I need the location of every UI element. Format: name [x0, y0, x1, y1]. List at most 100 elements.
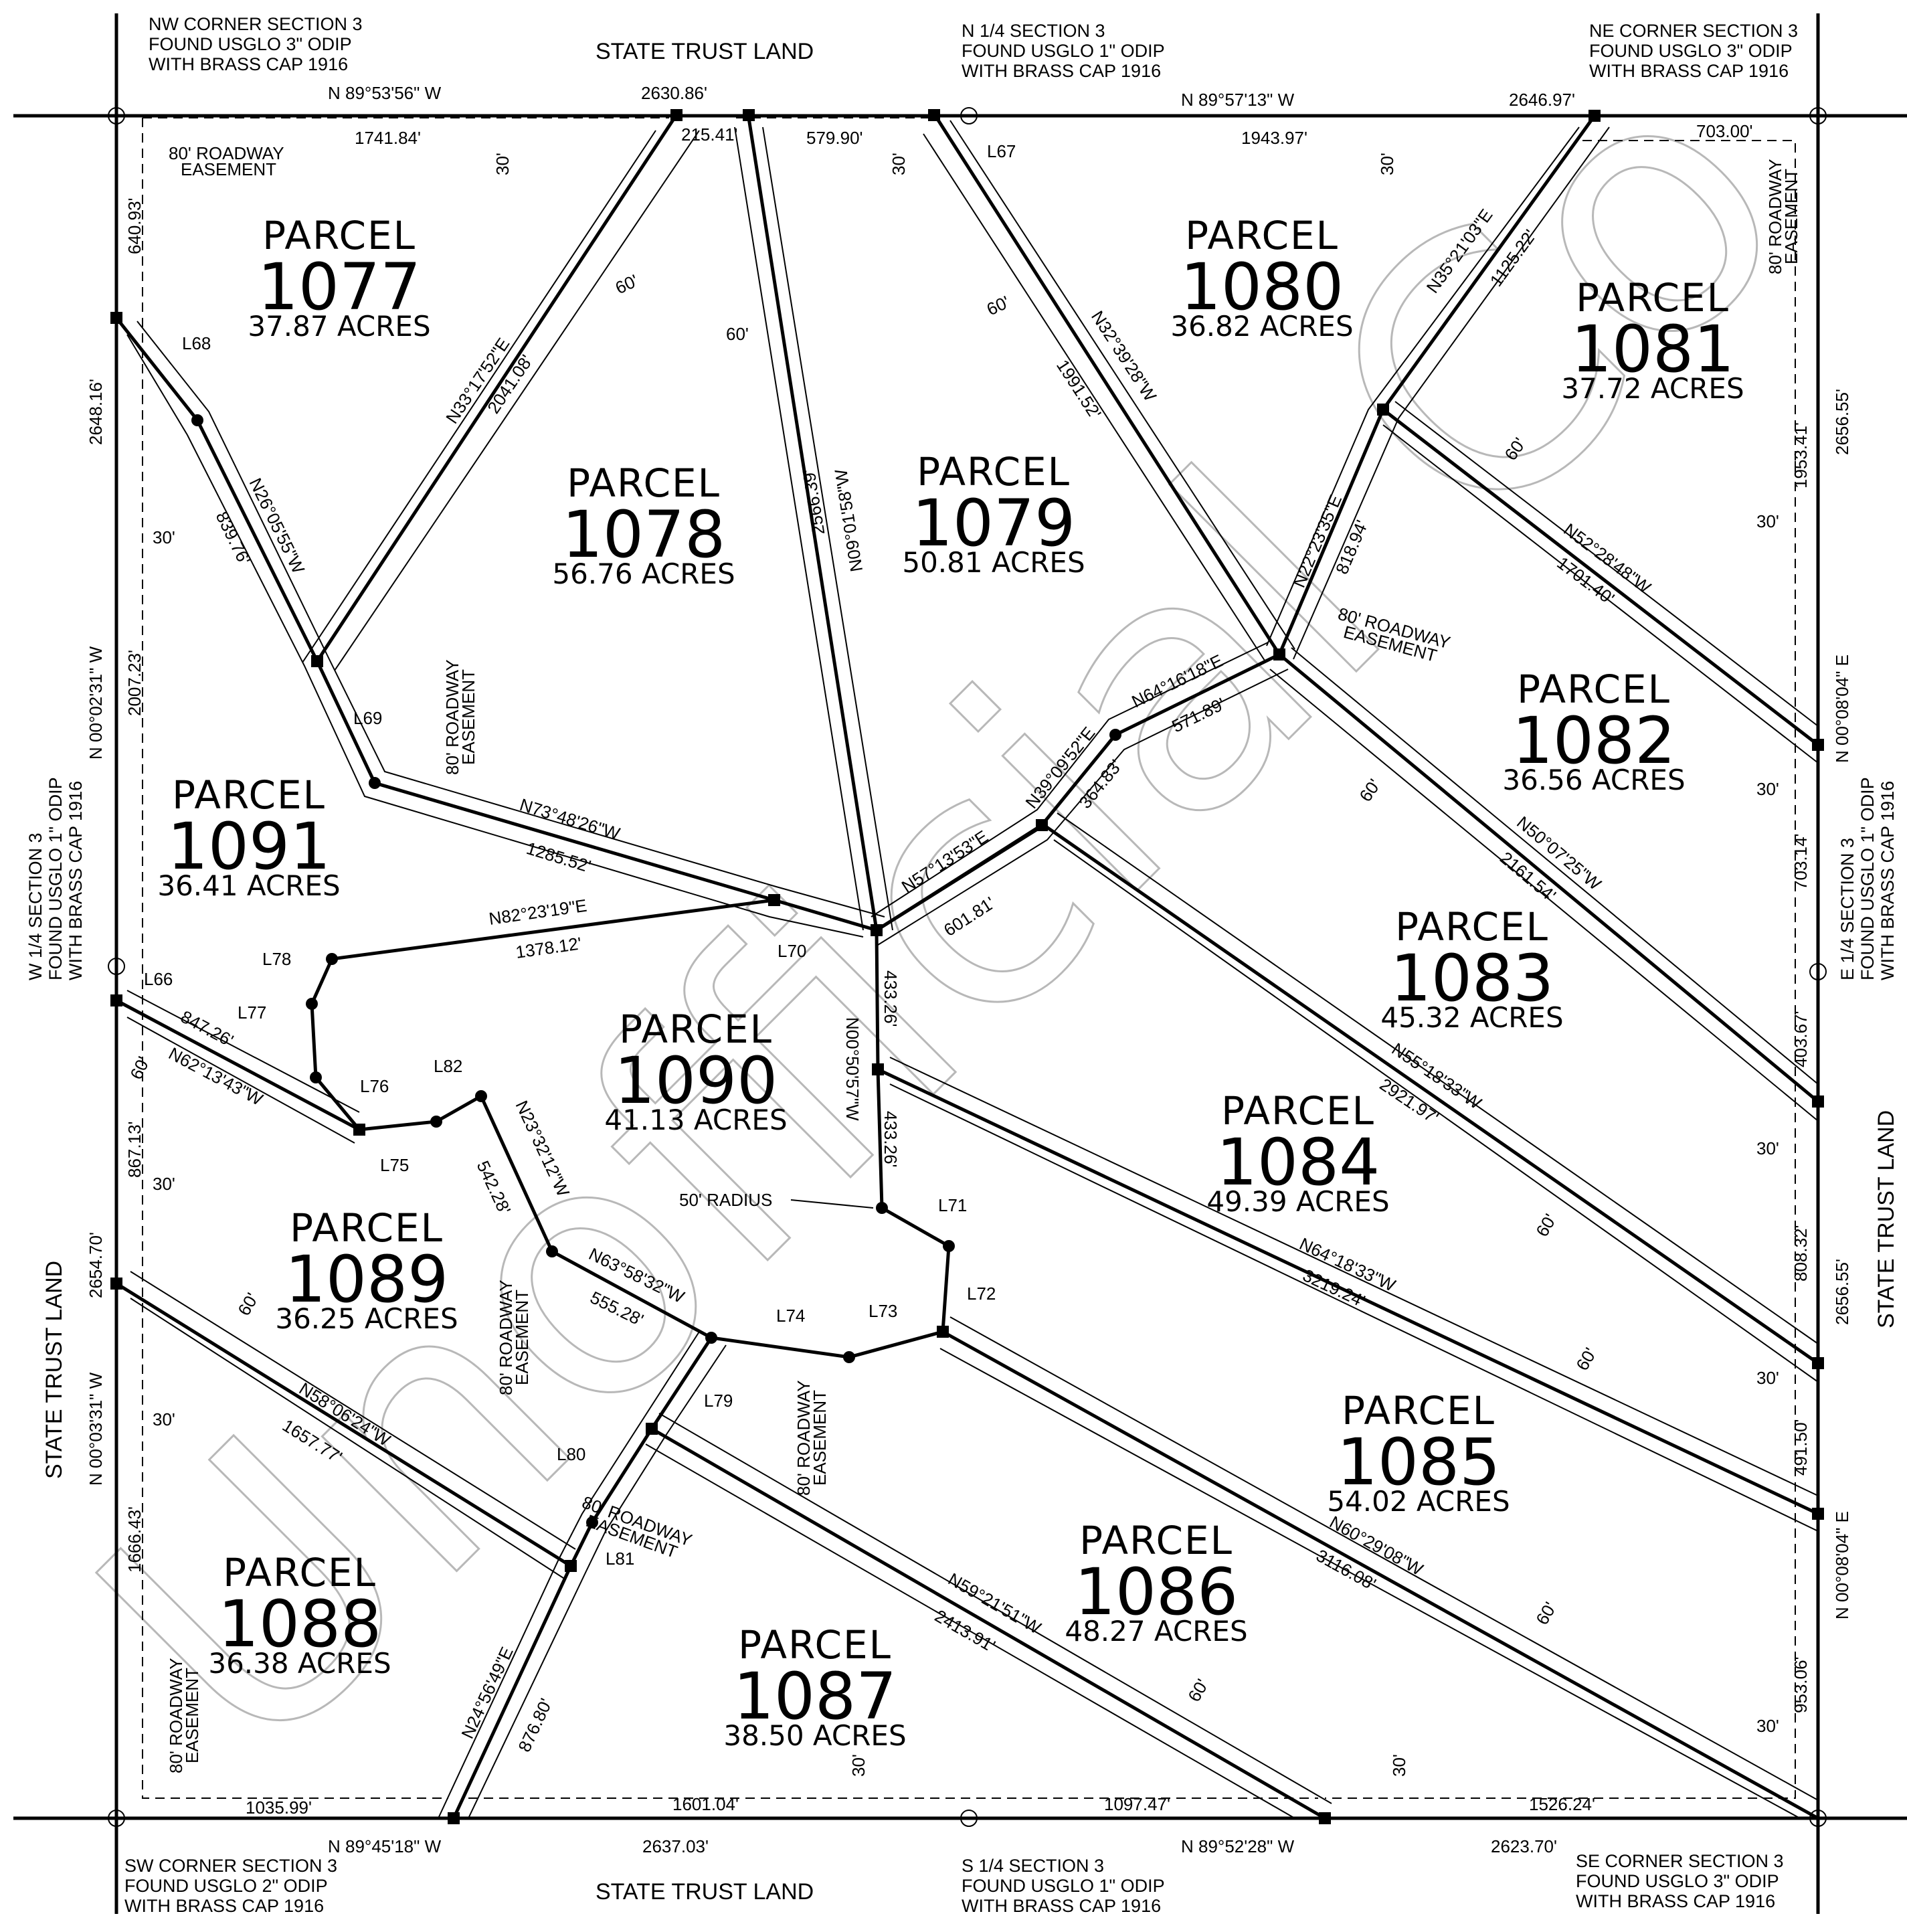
- svg-text:1087: 1087: [733, 1659, 897, 1734]
- corner-marker: [743, 109, 755, 121]
- svg-text:N 89°52'28" W: N 89°52'28" W: [1181, 1836, 1295, 1856]
- svg-text:L76: L76: [360, 1076, 389, 1096]
- svg-text:1085: 1085: [1337, 1425, 1500, 1500]
- svg-text:60': 60': [1532, 1211, 1560, 1240]
- svg-text:808.32': 808.32': [1791, 1225, 1811, 1282]
- svg-text:WITH BRASS CAP 1916: WITH BRASS CAP 1916: [962, 61, 1161, 81]
- svg-text:433.26': 433.26': [881, 1111, 901, 1168]
- svg-text:N00°50'57"W: N00°50'57"W: [842, 1017, 862, 1121]
- svg-text:N 1/4 SECTION 3: N 1/4 SECTION 3: [962, 21, 1105, 41]
- svg-text:30': 30': [848, 1754, 869, 1777]
- svg-text:1080: 1080: [1180, 250, 1344, 325]
- svg-text:N26°05'55"W: N26°05'55"W: [246, 474, 309, 577]
- svg-text:1082: 1082: [1512, 703, 1675, 778]
- svg-text:1083: 1083: [1390, 941, 1554, 1016]
- svg-text:703.00': 703.00': [1696, 121, 1753, 141]
- survey-markers: [108, 107, 1827, 1827]
- point-marker: [705, 1332, 717, 1344]
- parcel-1083: PARCEL 1083 45.32 ACRES: [1380, 904, 1563, 1034]
- svg-text:953.06': 953.06': [1791, 1657, 1811, 1714]
- point-marker: [310, 1071, 322, 1083]
- svg-text:FOUND USGLO 1" ODIP: FOUND USGLO 1" ODIP: [962, 1876, 1165, 1896]
- svg-text:N 89°45'18" W: N 89°45'18" W: [328, 1836, 442, 1856]
- corner-marker: [1812, 1095, 1824, 1108]
- svg-text:W 1/4 SECTION 3: W 1/4 SECTION 3: [25, 832, 46, 980]
- svg-text:FOUND USGLO 1" ODIP: FOUND USGLO 1" ODIP: [1857, 777, 1878, 980]
- svg-text:876.80': 876.80': [514, 1695, 556, 1755]
- svg-text:N 00°08'04" E: N 00°08'04" E: [1832, 654, 1852, 763]
- parcel-1086: PARCEL 1086 48.27 ACRES: [1065, 1518, 1247, 1648]
- svg-text:L79: L79: [704, 1391, 733, 1411]
- svg-text:EASEMENT: EASEMENT: [810, 1390, 830, 1486]
- svg-text:N32°39'28"W: N32°39'28"W: [1087, 307, 1161, 405]
- point-marker: [430, 1116, 442, 1128]
- svg-text:54.02 ACRES: 54.02 ACRES: [1327, 1485, 1510, 1518]
- svg-text:60': 60': [126, 1053, 154, 1082]
- corner-marker: [353, 1124, 365, 1136]
- svg-text:30': 30': [153, 527, 175, 547]
- svg-text:80' ROADWAY: 80' ROADWAY: [496, 1280, 516, 1395]
- svg-text:PARCEL: PARCEL: [1342, 1388, 1495, 1433]
- corner-marker: [1812, 1508, 1824, 1520]
- svg-text:36.38 ACRES: 36.38 ACRES: [208, 1647, 391, 1680]
- svg-text:PARCEL: PARCEL: [262, 213, 416, 258]
- svg-text:1378.12': 1378.12': [515, 933, 583, 962]
- svg-text:L78: L78: [262, 949, 291, 969]
- svg-text:38.50 ACRES: 38.50 ACRES: [723, 1719, 906, 1752]
- svg-text:1953.41': 1953.41': [1791, 422, 1811, 489]
- point-marker: [306, 998, 318, 1010]
- svg-text:WITH BRASS CAP 1916: WITH BRASS CAP 1916: [1878, 781, 1898, 980]
- svg-text:2656.55': 2656.55': [1832, 389, 1852, 455]
- corner-note-se: SE CORNER SECTION 3 FOUND USGLO 3" ODIP …: [1576, 1851, 1784, 1911]
- adjoining-east: STATE TRUST LAND: [1874, 1110, 1899, 1328]
- section-corner-symbol: [108, 107, 1827, 1827]
- svg-text:L66: L66: [144, 969, 173, 989]
- svg-text:50' RADIUS: 50' RADIUS: [679, 1190, 772, 1210]
- corner-marker: [768, 894, 780, 906]
- corner-marker: [1812, 739, 1824, 751]
- corner-note-n14: N 1/4 SECTION 3 FOUND USGLO 1" ODIP WITH…: [962, 21, 1165, 81]
- svg-text:2623.70': 2623.70': [1491, 1836, 1557, 1856]
- svg-text:N 00°03'31" W: N 00°03'31" W: [86, 1372, 106, 1486]
- svg-text:1089: 1089: [285, 1242, 448, 1317]
- corner-note-e14: E 1/4 SECTION 3 FOUND USGLO 1" ODIP WITH…: [1837, 777, 1898, 980]
- svg-text:FOUND USGLO 1" ODIP: FOUND USGLO 1" ODIP: [962, 41, 1165, 61]
- svg-text:EASEMENT: EASEMENT: [182, 1668, 202, 1763]
- svg-text:80' ROADWAY: 80' ROADWAY: [169, 143, 284, 163]
- svg-text:36.41 ACRES: 36.41 ACRES: [157, 869, 340, 902]
- point-marker: [1109, 729, 1121, 741]
- corner-marker: [1036, 819, 1048, 831]
- svg-text:1081: 1081: [1571, 312, 1734, 387]
- point-marker: [943, 1240, 955, 1252]
- svg-text:N 89°53'56" W: N 89°53'56" W: [328, 83, 442, 103]
- svg-text:1666.43': 1666.43': [124, 1506, 145, 1573]
- svg-text:2654.70': 2654.70': [86, 1232, 106, 1298]
- point-marker: [475, 1090, 487, 1102]
- point-marker: [843, 1351, 855, 1363]
- svg-text:WITH BRASS CAP 1916: WITH BRASS CAP 1916: [1589, 61, 1789, 81]
- svg-text:WITH BRASS CAP 1916: WITH BRASS CAP 1916: [149, 54, 348, 74]
- svg-text:PARCEL: PARCEL: [1576, 275, 1730, 321]
- svg-text:2413.91': 2413.91': [931, 1605, 999, 1656]
- corner-note-ne: NE CORNER SECTION 3 FOUND USGLO 3" ODIP …: [1589, 21, 1798, 81]
- corner-marker: [646, 1423, 658, 1435]
- svg-text:1090: 1090: [614, 1043, 778, 1118]
- svg-text:E 1/4 SECTION 3: E 1/4 SECTION 3: [1837, 838, 1857, 980]
- svg-text:WITH BRASS CAP 1916: WITH BRASS CAP 1916: [66, 781, 86, 980]
- svg-text:60': 60': [1532, 1599, 1560, 1628]
- point-marker: [546, 1245, 558, 1257]
- corner-marker: [110, 994, 122, 1006]
- point-marker: [876, 1202, 888, 1214]
- svg-text:41.13 ACRES: 41.13 ACRES: [604, 1104, 787, 1136]
- parcel-1088: PARCEL 1088 36.38 ACRES: [208, 1550, 391, 1680]
- svg-text:EASEMENT: EASEMENT: [1781, 169, 1801, 264]
- svg-text:839.76': 839.76': [212, 508, 255, 567]
- svg-text:37.72 ACRES: 37.72 ACRES: [1561, 372, 1744, 405]
- svg-text:EASEMENT: EASEMENT: [458, 669, 478, 765]
- svg-text:PARCEL: PARCEL: [1395, 904, 1549, 950]
- svg-text:49.39 ACRES: 49.39 ACRES: [1206, 1185, 1389, 1218]
- parcel-1089: PARCEL 1089 36.25 ACRES: [275, 1205, 458, 1335]
- svg-text:80' ROADWAY: 80' ROADWAY: [166, 1658, 186, 1773]
- point-marker: [369, 777, 381, 789]
- svg-text:37.87 ACRES: 37.87 ACRES: [248, 310, 430, 343]
